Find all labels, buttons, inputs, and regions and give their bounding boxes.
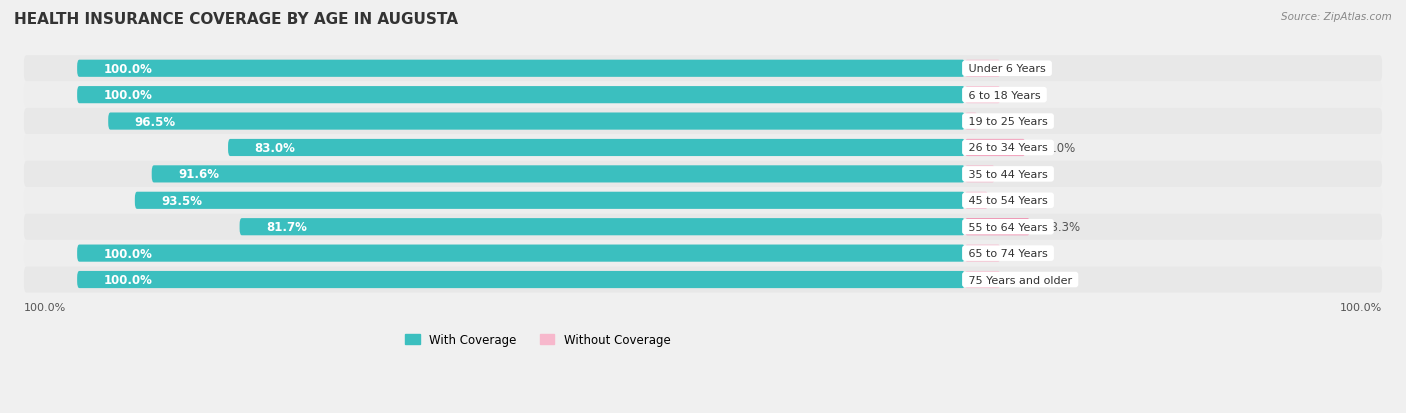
- FancyBboxPatch shape: [24, 214, 1382, 240]
- FancyBboxPatch shape: [77, 245, 965, 262]
- Text: 83.0%: 83.0%: [254, 142, 295, 154]
- Text: 8.4%: 8.4%: [1008, 168, 1038, 181]
- FancyBboxPatch shape: [965, 166, 994, 183]
- FancyBboxPatch shape: [108, 113, 965, 131]
- FancyBboxPatch shape: [965, 113, 977, 131]
- FancyBboxPatch shape: [228, 140, 965, 157]
- FancyBboxPatch shape: [24, 56, 1382, 82]
- Legend: With Coverage, Without Coverage: With Coverage, Without Coverage: [401, 328, 675, 351]
- FancyBboxPatch shape: [965, 218, 1029, 236]
- Text: 81.7%: 81.7%: [266, 221, 307, 234]
- Text: 35 to 44 Years: 35 to 44 Years: [965, 169, 1052, 180]
- Text: 55 to 64 Years: 55 to 64 Years: [965, 222, 1052, 232]
- Text: 91.6%: 91.6%: [179, 168, 219, 181]
- Text: 0.0%: 0.0%: [1014, 247, 1043, 260]
- Text: 100.0%: 100.0%: [104, 273, 153, 286]
- Text: 3.5%: 3.5%: [991, 115, 1021, 128]
- FancyBboxPatch shape: [24, 188, 1382, 214]
- Text: 0.0%: 0.0%: [1014, 273, 1043, 286]
- FancyBboxPatch shape: [24, 82, 1382, 109]
- Text: 100.0%: 100.0%: [104, 247, 153, 260]
- Text: 100.0%: 100.0%: [104, 63, 153, 76]
- Text: 100.0%: 100.0%: [1340, 302, 1382, 312]
- FancyBboxPatch shape: [77, 61, 965, 78]
- Text: 100.0%: 100.0%: [24, 302, 66, 312]
- FancyBboxPatch shape: [239, 218, 965, 236]
- Text: Source: ZipAtlas.com: Source: ZipAtlas.com: [1281, 12, 1392, 22]
- Text: 26 to 34 Years: 26 to 34 Years: [965, 143, 1052, 153]
- FancyBboxPatch shape: [965, 87, 1001, 104]
- FancyBboxPatch shape: [152, 166, 965, 183]
- FancyBboxPatch shape: [24, 161, 1382, 188]
- Text: 0.0%: 0.0%: [1014, 89, 1043, 102]
- FancyBboxPatch shape: [24, 267, 1382, 293]
- FancyBboxPatch shape: [965, 61, 1001, 78]
- FancyBboxPatch shape: [965, 245, 1001, 262]
- FancyBboxPatch shape: [77, 87, 965, 104]
- FancyBboxPatch shape: [77, 271, 965, 288]
- Text: 65 to 74 Years: 65 to 74 Years: [965, 249, 1052, 259]
- Text: 18.3%: 18.3%: [1043, 221, 1080, 234]
- Text: 75 Years and older: 75 Years and older: [965, 275, 1076, 285]
- FancyBboxPatch shape: [24, 240, 1382, 266]
- Text: HEALTH INSURANCE COVERAGE BY AGE IN AUGUSTA: HEALTH INSURANCE COVERAGE BY AGE IN AUGU…: [14, 12, 458, 27]
- Text: 6 to 18 Years: 6 to 18 Years: [965, 90, 1045, 100]
- Text: 17.0%: 17.0%: [1039, 142, 1076, 154]
- Text: 0.0%: 0.0%: [1014, 63, 1043, 76]
- FancyBboxPatch shape: [24, 109, 1382, 135]
- Text: 19 to 25 Years: 19 to 25 Years: [965, 117, 1052, 127]
- FancyBboxPatch shape: [24, 135, 1382, 161]
- Text: 6.5%: 6.5%: [1001, 195, 1031, 207]
- FancyBboxPatch shape: [965, 192, 988, 209]
- Text: 96.5%: 96.5%: [135, 115, 176, 128]
- Text: 100.0%: 100.0%: [104, 89, 153, 102]
- Text: 45 to 54 Years: 45 to 54 Years: [965, 196, 1052, 206]
- Text: Under 6 Years: Under 6 Years: [965, 64, 1049, 74]
- Text: 93.5%: 93.5%: [162, 195, 202, 207]
- FancyBboxPatch shape: [965, 271, 1001, 288]
- FancyBboxPatch shape: [965, 140, 1025, 157]
- FancyBboxPatch shape: [135, 192, 965, 209]
